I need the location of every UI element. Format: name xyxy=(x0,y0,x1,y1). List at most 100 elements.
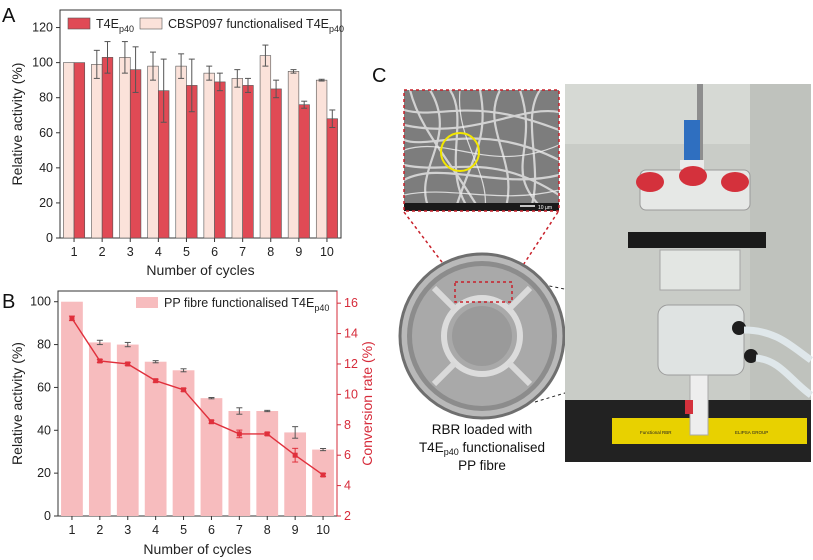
bar-a-series-1 xyxy=(242,85,254,239)
bar-b xyxy=(88,342,111,516)
bar-a-series-1 xyxy=(101,57,114,239)
x-tick-label-b: 5 xyxy=(180,523,187,537)
x-tick-label-a: 9 xyxy=(295,245,302,259)
y-tick-label-a: 60 xyxy=(39,126,53,140)
line-point-b xyxy=(236,431,242,437)
legend-label-b: PP fibre functionalised T4Ep40 xyxy=(164,296,329,313)
legend-label-a: CBSP097 functionalised T4Ep40 xyxy=(168,17,344,34)
line-point-b xyxy=(264,431,270,437)
x-tick-label-b: 10 xyxy=(316,523,330,537)
bar-a-series-1 xyxy=(298,104,310,239)
y2-axis-label-b: Conversion rate (%) xyxy=(359,341,375,466)
base-label-right: ELIPSA GROUP xyxy=(735,430,768,435)
zoom-box xyxy=(454,281,513,303)
bar-b xyxy=(284,432,307,516)
sem-scale-text: 10 µm xyxy=(538,205,552,211)
y2-tick-label-b: 8 xyxy=(344,418,351,432)
bar-b xyxy=(144,361,167,516)
reactor-photo: Functional RBR ELIPSA GROUP xyxy=(565,84,813,462)
x-tick-label-a: 8 xyxy=(267,245,274,259)
y2-tick-label-b: 2 xyxy=(344,509,351,523)
caption-line-2: T4Ep40 functionalised xyxy=(419,440,545,457)
y-axis-label-b: Relative activity (%) xyxy=(9,342,25,465)
legend-swatch-a xyxy=(139,17,163,30)
plot-frame-a xyxy=(59,9,342,239)
x-tick-label-b: 3 xyxy=(124,523,131,537)
bar-a-series-0 xyxy=(175,65,187,239)
basket-photo xyxy=(398,252,566,420)
caption-line-3: PP fibre xyxy=(458,458,506,473)
bar-a-series-1 xyxy=(73,62,86,239)
bar-a-series-0 xyxy=(231,78,243,239)
y2-tick-label-b: 12 xyxy=(344,357,358,371)
chart-a: 0 20 40 60 80 100 120 1 2 3 4 5 6 7 8 9 10 Number of cycl… xyxy=(9,9,344,278)
y-tick-label-a: 40 xyxy=(39,161,53,175)
panel-letter-a: A xyxy=(2,5,16,27)
legend-swatch-a xyxy=(67,17,91,30)
y-tick-label-a: 80 xyxy=(39,91,53,105)
bar-b xyxy=(116,344,139,516)
y-tick-label-a: 0 xyxy=(46,231,53,245)
y-tick-label-b: 0 xyxy=(44,509,51,523)
y-tick-label-a: 100 xyxy=(32,56,53,70)
legend-label-a: T4Ep40 xyxy=(96,17,134,34)
line-point-b xyxy=(208,419,214,425)
bar-b xyxy=(61,301,83,516)
y-tick-label-b: 100 xyxy=(30,295,51,309)
x-tick-label-a: 10 xyxy=(320,245,334,259)
x-axis-label-b: Number of cycles xyxy=(143,541,251,557)
bar-a-series-1 xyxy=(214,81,226,239)
y-axis-label-a: Relative activity (%) xyxy=(9,63,25,186)
x-tick-label-a: 2 xyxy=(99,245,106,259)
line-point-b xyxy=(69,315,75,321)
bar-a-series-0 xyxy=(315,79,328,239)
bar-b xyxy=(200,398,223,516)
legend-swatch-b xyxy=(136,297,158,308)
panel-letter-b: B xyxy=(2,291,15,313)
conversion-line-b xyxy=(71,317,324,476)
base-label-left: Functional RBR xyxy=(640,430,672,435)
bar-a-series-0 xyxy=(147,65,159,239)
y2-tick-label-b: 6 xyxy=(344,448,351,462)
bar-a-series-0 xyxy=(119,57,131,239)
bar-a-series-0 xyxy=(203,72,215,239)
x-axis-label-a: Number of cycles xyxy=(146,262,254,278)
bar-a-series-0 xyxy=(287,71,300,239)
sem-image: 10 µm xyxy=(403,89,560,212)
bar-b xyxy=(172,370,195,516)
x-tick-label-a: 5 xyxy=(183,245,190,259)
line-point-b xyxy=(125,361,131,367)
y-tick-label-a: 20 xyxy=(39,196,53,210)
x-tick-label-b: 6 xyxy=(208,523,215,537)
zoom-line-right xyxy=(511,211,559,283)
x-tick-label-b: 9 xyxy=(292,523,299,537)
bar-a-series-0 xyxy=(91,64,103,239)
bar-a-series-1 xyxy=(326,118,338,239)
y2-tick-label-b: 16 xyxy=(344,296,358,310)
y-tick-label-b: 80 xyxy=(37,338,51,352)
bar-b xyxy=(228,411,251,516)
y2-tick-label-b: 10 xyxy=(344,387,358,401)
bar-a-series-0 xyxy=(259,55,272,239)
line-point-b xyxy=(292,452,298,458)
bar-a-series-0 xyxy=(63,62,75,239)
panel-c: 10 µm RBR loaded with T4 xyxy=(398,84,813,473)
x-tick-label-b: 4 xyxy=(152,523,159,537)
y2-tick-label-b: 4 xyxy=(344,479,351,493)
line-point-b xyxy=(153,378,159,384)
x-tick-label-b: 1 xyxy=(68,523,75,537)
x-tick-label-a: 1 xyxy=(71,245,78,259)
y-tick-label-b: 20 xyxy=(37,466,51,480)
caption-line-1: RBR loaded with xyxy=(432,422,533,437)
x-tick-label-a: 3 xyxy=(127,245,134,259)
x-tick-label-b: 8 xyxy=(264,523,271,537)
x-tick-label-a: 6 xyxy=(211,245,218,259)
y-tick-label-a: 120 xyxy=(32,21,53,35)
x-tick-label-a: 7 xyxy=(239,245,246,259)
y-tick-label-b: 60 xyxy=(37,380,51,394)
x-tick-label-b: 2 xyxy=(96,523,103,537)
y2-tick-label-b: 14 xyxy=(344,327,358,341)
x-tick-label-a: 4 xyxy=(155,245,162,259)
